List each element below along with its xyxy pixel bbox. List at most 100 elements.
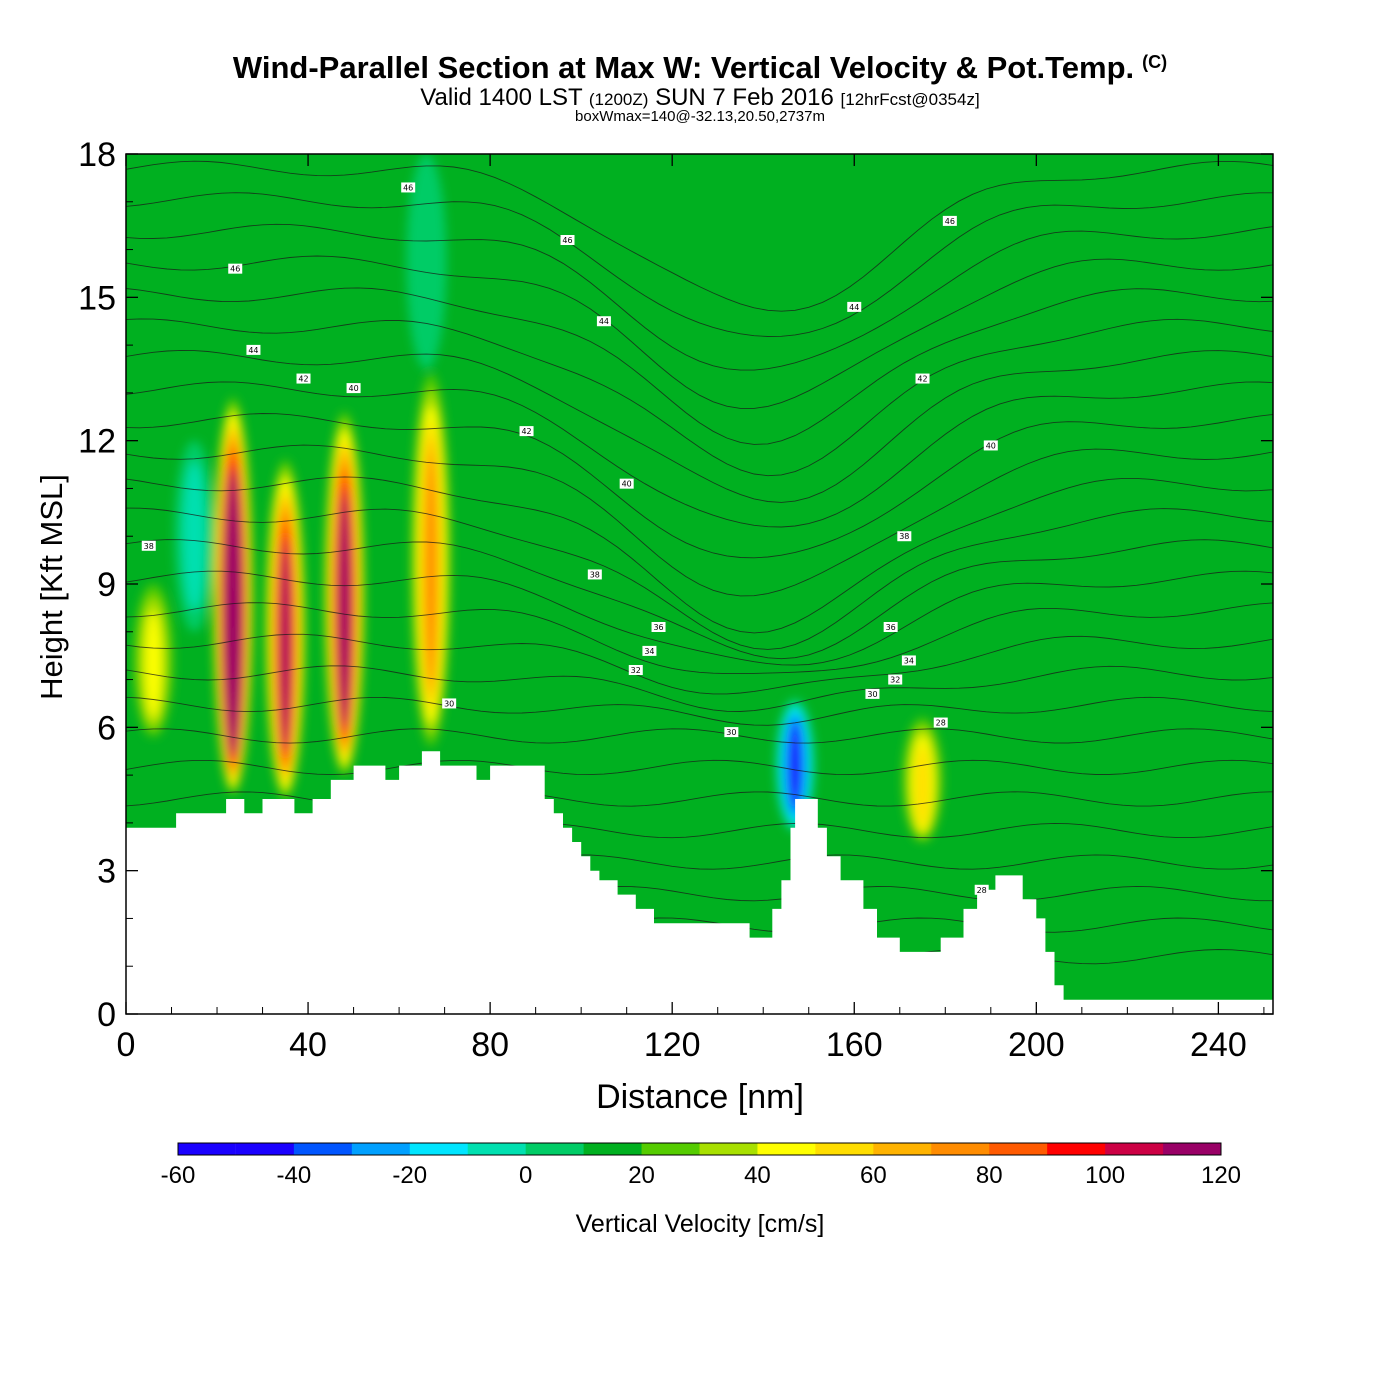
svg-text:46: 46	[230, 265, 240, 274]
svg-text:42: 42	[521, 427, 531, 436]
theta-label-0: 46	[401, 182, 416, 193]
x-tick-label: 240	[1190, 1026, 1247, 1064]
theta-label-19: 34	[901, 655, 916, 666]
svg-text:38: 38	[899, 532, 909, 541]
theta-label-23: 30	[724, 727, 739, 738]
theta-contour-line	[126, 696, 1273, 726]
colorbar-swatch	[641, 1143, 700, 1155]
subtitle-utc: (1200Z)	[588, 90, 649, 109]
theta-contour-line	[126, 255, 1273, 409]
colorbar-tick-label: 20	[628, 1162, 655, 1189]
colorbar-swatch	[409, 1143, 469, 1155]
svg-text:28: 28	[936, 719, 946, 728]
colorbar-tick-label: -60	[161, 1162, 196, 1189]
svg-text:34: 34	[904, 656, 914, 665]
colorbar-swatch	[699, 1143, 758, 1155]
x-tick-label: 40	[289, 1026, 327, 1064]
theta-contour-line	[126, 381, 1273, 528]
colorbar-swatch	[351, 1143, 411, 1155]
theta-contour-line	[126, 665, 1273, 712]
theta-label-5: 44	[596, 316, 611, 327]
colorbar-swatch	[293, 1143, 353, 1155]
colorbar-swatch	[989, 1143, 1048, 1155]
updraft-core-0	[229, 506, 237, 738]
colorbar-tick-label: 100	[1085, 1162, 1125, 1189]
colorbar-swatch	[583, 1143, 643, 1155]
svg-text:40: 40	[986, 441, 996, 450]
x-axis: 0 40 80 120 160 200 240	[117, 154, 1265, 1064]
subtitle-date: SUN 7 Feb 2016	[655, 84, 834, 111]
colorbar-tick-label: -40	[277, 1162, 312, 1189]
x-tick-label: 200	[1008, 1026, 1065, 1064]
colorbar-tick-label: 40	[744, 1162, 771, 1189]
colorbar-swatch	[1163, 1143, 1222, 1155]
x-tick-label: 0	[117, 1026, 136, 1064]
updraft-core-3	[425, 453, 436, 687]
theta-contour-line	[126, 539, 1273, 660]
theta-label-26: 28	[974, 884, 989, 895]
svg-text:28: 28	[977, 886, 987, 895]
theta-contour-line	[126, 444, 1273, 597]
svg-text:36: 36	[886, 623, 896, 632]
theta-label-20: 32	[628, 665, 643, 675]
theta-label-21: 32	[888, 674, 903, 685]
svg-text:46: 46	[403, 183, 413, 192]
terrain-mask	[126, 751, 1273, 1014]
theta-contour-line	[126, 476, 1273, 634]
colorbar-swatch	[1047, 1143, 1106, 1155]
y-tick-label: 12	[78, 423, 116, 461]
theta-label-3: 46	[942, 215, 957, 226]
theta-contour-line	[126, 192, 1273, 337]
x-tick-label: 120	[644, 1026, 701, 1064]
theta-contour-line	[126, 759, 1273, 776]
theta-contour-line	[126, 633, 1273, 695]
theta-label-14: 38	[587, 569, 602, 580]
y-tick-label: 15	[78, 279, 116, 317]
theta-label-11: 40	[619, 478, 634, 489]
svg-text:44: 44	[849, 303, 859, 312]
svg-text:46: 46	[562, 236, 572, 245]
svg-text:44: 44	[599, 317, 609, 326]
theta-label-1: 46	[228, 263, 243, 274]
subtitle-valid: Valid 1400 LST	[420, 84, 583, 111]
svg-text:38: 38	[144, 542, 154, 551]
svg-text:32: 32	[890, 676, 900, 685]
updraft-core-5	[145, 610, 162, 718]
theta-label-17: 36	[883, 622, 898, 632]
colorbar-tick-label: -20	[392, 1162, 427, 1189]
theta-label-4: 44	[246, 344, 261, 355]
y-tick-label: 9	[97, 566, 116, 604]
colorbar-tick-label: 0	[519, 1162, 532, 1189]
theta-contour-line	[126, 287, 1273, 445]
colorbar-swatch	[873, 1143, 932, 1155]
theta-label-12: 40	[983, 440, 998, 451]
theta-label-7: 42	[296, 373, 311, 384]
colorbar-tick-label: 120	[1201, 1162, 1241, 1189]
theta-contour-line	[126, 223, 1273, 371]
colorbar: -60 -40 -20 0 20 40 60 80 100 120	[161, 1142, 1241, 1189]
colorbar-swatch	[815, 1143, 874, 1155]
updraft-core-1	[281, 546, 290, 749]
theta-label-2: 46	[560, 235, 575, 245]
svg-text:36: 36	[653, 623, 663, 632]
x-tick-label: 80	[471, 1026, 509, 1064]
updraft-core-2	[340, 506, 349, 721]
theta-contour-line	[126, 160, 1273, 312]
theta-contour-line	[126, 728, 1273, 744]
svg-text:40: 40	[348, 384, 358, 393]
copyright-mark: (C)	[1142, 52, 1168, 72]
y-tick-label: 0	[97, 996, 116, 1034]
colorbar-swatch	[525, 1143, 585, 1155]
colorbar-swatch	[467, 1143, 527, 1155]
title-text: Wind-Parallel Section at Max W: Vertical…	[232, 50, 1135, 85]
colorbar-swatch	[235, 1143, 295, 1155]
subtitle-forecast: [12hrFcst@0354z]	[840, 90, 980, 109]
theta-label-22: 30	[865, 688, 880, 699]
svg-text:40: 40	[622, 480, 632, 489]
chart-subtitle: Valid 1400 LST (1200Z) SUN 7 Feb 2016 [1…	[0, 84, 1400, 112]
y-axis: 0 36 9 12 15 18	[78, 136, 1273, 1034]
svg-text:42: 42	[298, 375, 308, 384]
theta-contour-line	[126, 602, 1273, 675]
y-tick-label: 18	[78, 136, 116, 174]
